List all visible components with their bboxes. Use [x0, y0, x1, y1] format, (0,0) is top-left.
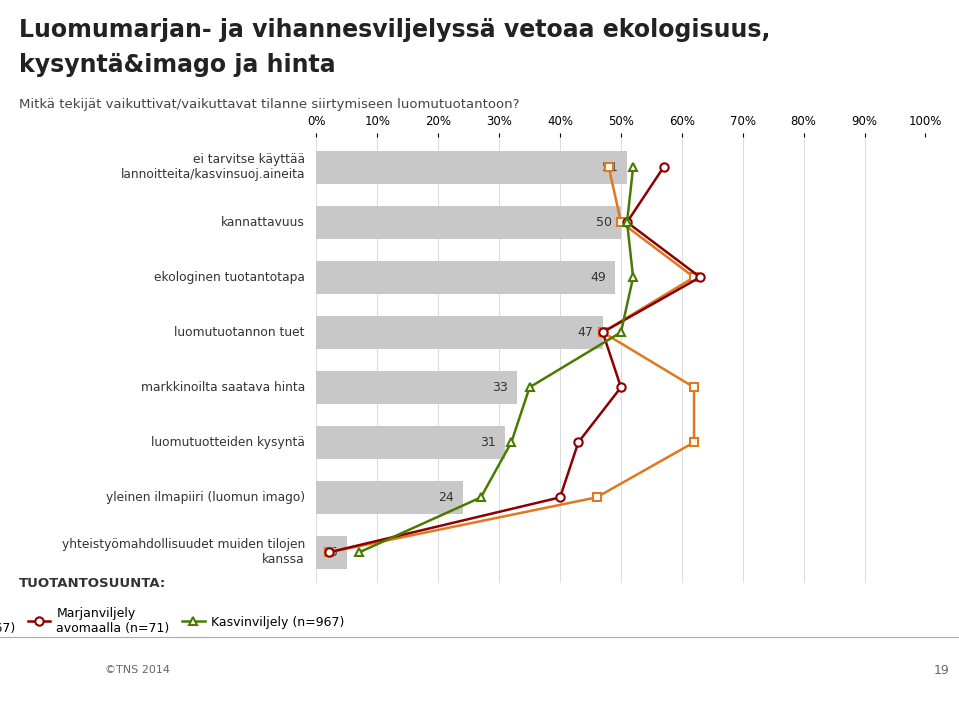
Text: ei tarvitse käyttää
lannoitteita/kasvinsuoj.aineita: ei tarvitse käyttää lannoitteita/kasvins…: [121, 153, 305, 181]
Text: kysyntä&imago ja hinta: kysyntä&imago ja hinta: [19, 53, 336, 77]
Bar: [316, 260, 615, 293]
Text: ©TNS 2014: ©TNS 2014: [105, 665, 171, 675]
Bar: [316, 536, 347, 569]
Bar: [316, 151, 627, 184]
Text: Mitkä tekijät vaikuttivat/vaikuttavat tilanne siirtymiseen luomutuotantoon?: Mitkä tekijät vaikuttivat/vaikuttavat ti…: [19, 98, 520, 112]
Text: yleinen ilmapiiri (luomun imago): yleinen ilmapiiri (luomun imago): [105, 491, 305, 504]
Bar: [316, 371, 518, 404]
Text: 51: 51: [602, 161, 618, 173]
Bar: [316, 481, 462, 514]
Text: 24: 24: [437, 491, 454, 504]
Text: 50: 50: [596, 216, 612, 229]
Text: 31: 31: [480, 436, 496, 449]
Text: 19: 19: [934, 664, 949, 677]
Text: 33: 33: [493, 380, 508, 394]
Text: markkinoilta saatava hinta: markkinoilta saatava hinta: [141, 380, 305, 394]
Text: luomutuotteiden kysyntä: luomutuotteiden kysyntä: [152, 436, 305, 449]
Bar: [316, 426, 505, 459]
Text: ekologinen tuotantotapa: ekologinen tuotantotapa: [154, 271, 305, 284]
Bar: [316, 206, 621, 239]
Text: TUOTANTOSUUNTA:: TUOTANTOSUUNTA:: [19, 576, 167, 590]
Text: luomutuotannon tuet: luomutuotannon tuet: [175, 326, 305, 339]
Text: Luomumarjan- ja vihannesviljelyssä vetoaa ekologisuus,: Luomumarjan- ja vihannesviljelyssä vetoa…: [19, 18, 770, 41]
Text: yhteistyömahdollisuudet muiden tilojen
kanssa: yhteistyömahdollisuudet muiden tilojen k…: [61, 538, 305, 567]
Text: 5: 5: [330, 546, 338, 559]
Legend: Kasvinviljelytilat Yht., Vihannesviljely
avomaalla (n=67), Marjanviljely
avomaal: Kasvinviljelytilat Yht., Vihannesviljely…: [0, 607, 344, 635]
Text: TNS: TNS: [29, 665, 62, 680]
Text: 47: 47: [577, 326, 594, 339]
Text: kannattavuus: kannattavuus: [222, 216, 305, 229]
Text: 49: 49: [590, 271, 606, 284]
Bar: [316, 316, 602, 349]
